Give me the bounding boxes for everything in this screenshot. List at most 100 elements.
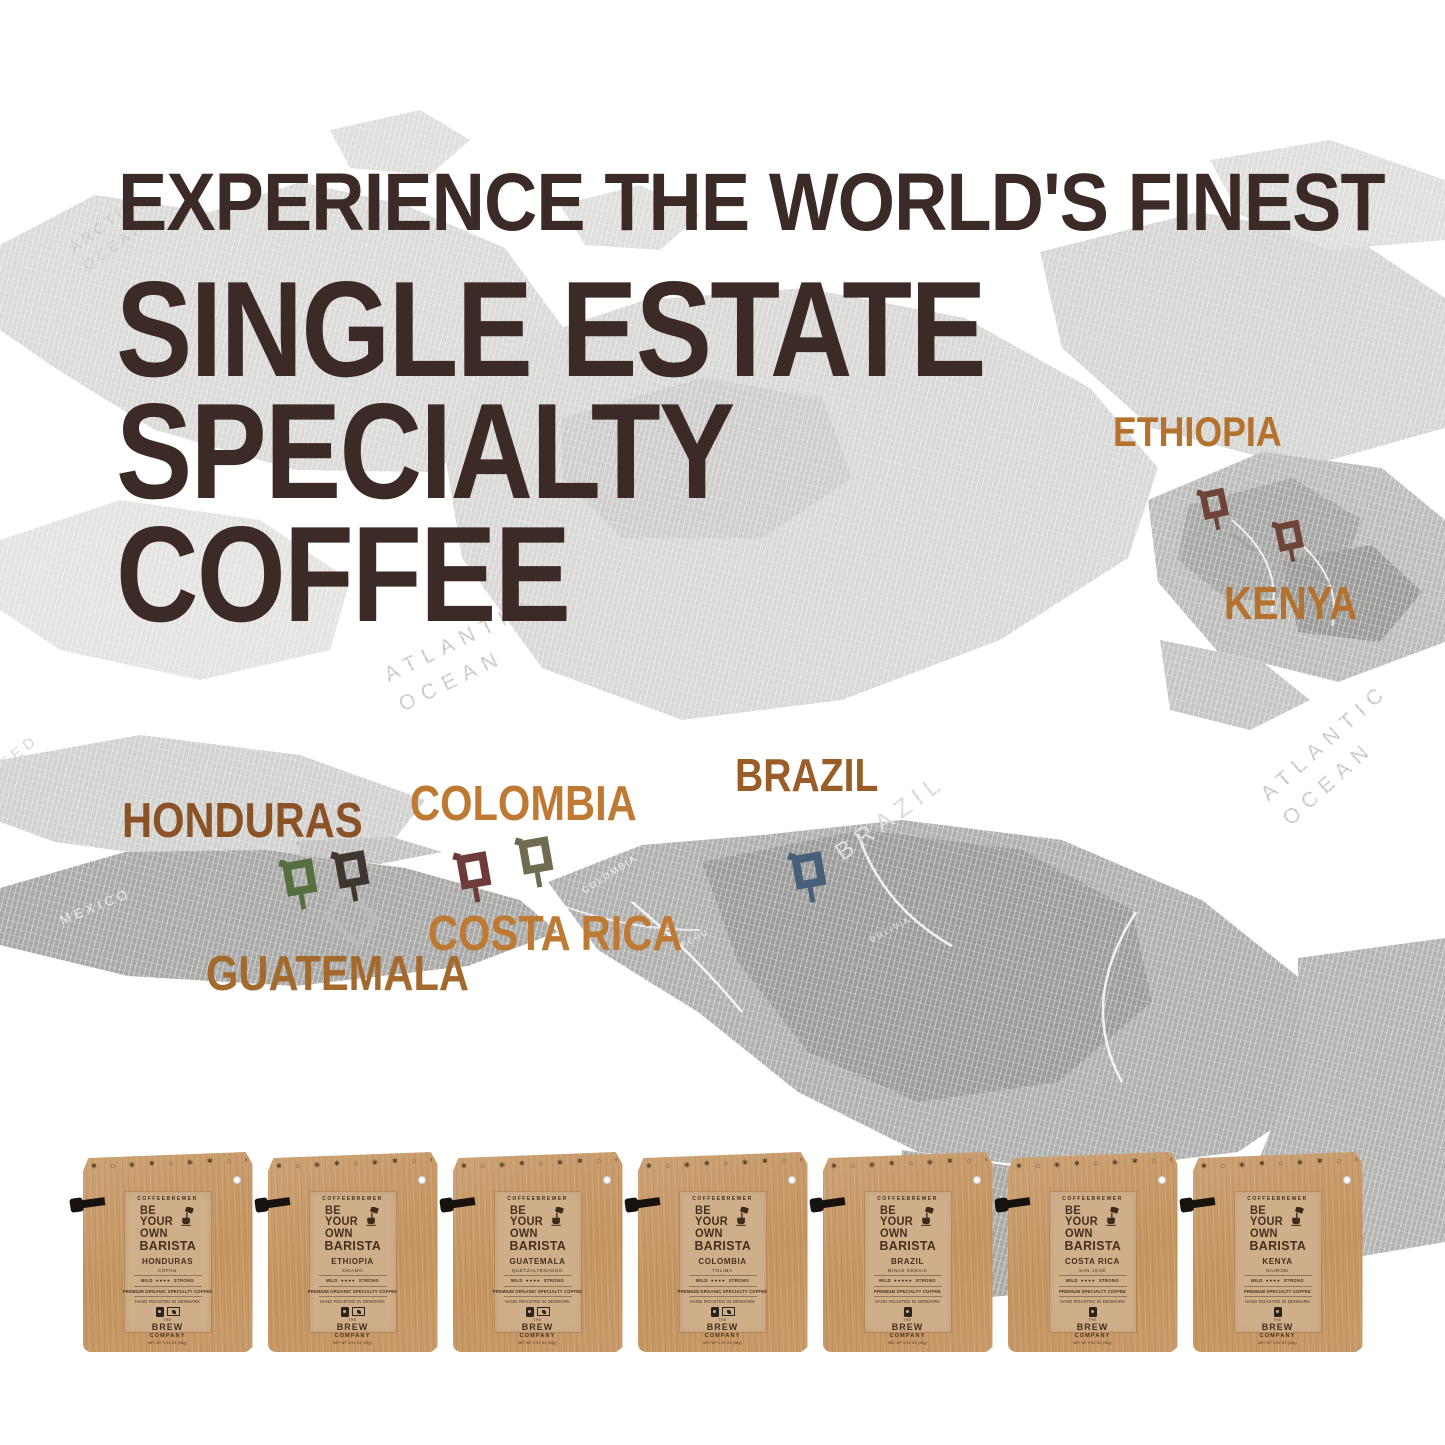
bag-hang-hole — [1342, 1176, 1351, 1184]
taste-mild-label: MILD — [695, 1278, 708, 1284]
brew-logo-the: THE — [903, 1318, 912, 1323]
tagline-own: OWN — [1249, 1225, 1278, 1240]
bag-top-icons: ✱ ⌂ ◉ ✱ ⌂ ◉ ✱ ⌂ ◉ ✱ ⌂ ◉ — [1015, 1156, 1172, 1171]
brew-logo-the: THE — [1273, 1318, 1282, 1323]
tagline-your: YOUR — [879, 1214, 913, 1229]
landmass-island — [560, 185, 700, 250]
taste-strong-label: STRONG — [915, 1278, 936, 1284]
brew-logo-company: COMPANY — [519, 1332, 556, 1339]
pin-stem — [1213, 517, 1221, 531]
organic-logo — [721, 1307, 735, 1317]
brew-logo-brew: BREW — [521, 1322, 554, 1333]
map-border-line — [1231, 519, 1275, 613]
taste-scale: MILD ●●●● STRONG — [141, 1278, 194, 1283]
taste-strong-label: STRONG — [358, 1278, 380, 1284]
landmass-kenya — [1282, 545, 1422, 642]
divider — [1058, 1296, 1127, 1298]
bag-region: COPÁN — [157, 1267, 177, 1273]
bag-label: COFFEEBREWER BE YOUR OWN BARISTA G — [492, 1192, 583, 1345]
brew-company-logo: THE BREW COMPANY — [704, 1318, 741, 1339]
taste-scale: MILD ●●●● STRONG — [511, 1278, 564, 1283]
net-weight: NET WT 0.92 OZ (26g) — [148, 1340, 187, 1345]
tagline-barista: BARISTA — [879, 1238, 936, 1254]
brew-logo-company: COMPANY — [889, 1332, 926, 1339]
brew-logo-brew: BREW — [1261, 1322, 1294, 1333]
pin-stem — [534, 872, 543, 888]
bag-region: TOLIMA — [712, 1267, 733, 1273]
bag-label: COFFEEBREWER BE YOUR OWN BARISTA C — [678, 1192, 767, 1345]
certification-logos — [1273, 1306, 1282, 1317]
fairtrade-logo — [525, 1306, 534, 1317]
coffee-bag: ✱ ⌂ ◉ ✱ ⌂ ◉ ✱ ⌂ ◉ ✱ ⌂ ◉ COFFEEBREWER BE … — [68, 1152, 253, 1352]
title-line-3: COFFEE — [116, 497, 571, 650]
net-weight: NET WT 0.92 OZ (26g) — [1073, 1340, 1112, 1345]
fairtrade-logo — [710, 1306, 719, 1317]
pin-stem — [350, 886, 359, 902]
tagline: BE YOUR OWN — [139, 1204, 196, 1240]
brew-company-logo: THE BREW COMPANY — [889, 1318, 926, 1339]
map-border-line — [1301, 544, 1335, 627]
landmass-asia — [1040, 212, 1445, 468]
bag-body: ✱ ⌂ ◉ ✱ ⌂ ◉ ✱ ⌂ ◉ ✱ ⌂ ◉ COFFEEBREWER BE … — [1007, 1152, 1178, 1352]
pour-coffee-icon — [551, 1207, 565, 1226]
taste-mild-label: MILD — [140, 1278, 153, 1284]
tagline-barista: BARISTA — [1064, 1238, 1121, 1254]
certification-logos — [525, 1306, 550, 1317]
taste-scale: MILD ●●●● STRONG — [696, 1278, 749, 1283]
tagline-own: OWN — [694, 1225, 723, 1240]
divider — [133, 1275, 202, 1277]
roast-line: HAND ROASTED IN DENMARK — [134, 1299, 201, 1305]
brew-company-logo: THE BREW COMPANY — [519, 1318, 556, 1339]
tagline-your: YOUR — [1249, 1214, 1283, 1229]
divider — [133, 1296, 202, 1298]
organic-logo — [351, 1307, 365, 1317]
title-line-2: SPECIALTY — [116, 375, 735, 528]
quality-line: PREMIUM ORGANIC SPECIALTY COFFEE — [492, 1288, 583, 1294]
divider — [1243, 1285, 1312, 1287]
country-label: COSTA RICA — [428, 907, 683, 961]
tagline-own: OWN — [509, 1225, 538, 1240]
pin-flag — [1199, 487, 1230, 521]
landmass-north-america — [0, 182, 565, 472]
brew-logo-the: THE — [718, 1318, 727, 1323]
quality-line: PREMIUM SPECIALTY COFFEE — [1244, 1288, 1311, 1294]
bag-hang-hole — [972, 1176, 981, 1184]
bag-country: COLOMBIA — [698, 1257, 747, 1267]
quality-line: PREMIUM ORGANIC SPECIALTY COFFEE — [122, 1288, 213, 1294]
net-weight: NET WT 0.92 OZ (26g) — [703, 1340, 742, 1345]
pour-coffee-icon — [366, 1207, 380, 1226]
brew-logo-brew: BREW — [151, 1322, 184, 1333]
taste-strong-label: STRONG — [1098, 1278, 1120, 1284]
coffeebrewer-wordmark: COFFEEBREWER — [322, 1196, 383, 1202]
bag-country: KENYA — [1262, 1257, 1293, 1267]
fairtrade-logo — [340, 1306, 349, 1317]
tagline-own: OWN — [324, 1225, 353, 1240]
certification-logos — [903, 1306, 912, 1317]
taste-mild-label: MILD — [1250, 1278, 1263, 1284]
brew-logo-company: COMPANY — [704, 1332, 741, 1339]
pour-coffee-icon — [1291, 1207, 1305, 1226]
bag-top-icons: ✱ ⌂ ◉ ✱ ⌂ ◉ ✱ ⌂ ◉ ✱ ⌂ ◉ — [90, 1156, 247, 1171]
country-label: COLOMBIA — [410, 777, 637, 831]
divider — [318, 1296, 387, 1298]
brew-company-logo: THE BREW COMPANY — [1259, 1318, 1295, 1339]
tagline: BE YOUR OWN — [879, 1204, 936, 1239]
divider — [503, 1275, 572, 1277]
tagline: BE YOUR OWN — [509, 1204, 566, 1240]
country-label: HONDURAS — [122, 794, 363, 848]
tagline-own: OWN — [139, 1225, 168, 1240]
certification-logos — [155, 1306, 180, 1317]
bag-body: ✱ ⌂ ◉ ✱ ⌂ ◉ ✱ ⌂ ◉ ✱ ⌂ ◉ COFFEEBREWER BE … — [1192, 1152, 1363, 1352]
map-border-line — [856, 833, 953, 948]
pin-flag — [791, 851, 827, 890]
taste-scale: MILD ●●●● STRONG — [326, 1278, 379, 1283]
map-border-line — [1101, 911, 1138, 1083]
pin-flag — [1274, 519, 1305, 553]
tagline-your: YOUR — [324, 1214, 358, 1229]
landmass-north-america-south — [0, 500, 350, 680]
tagline-be: BE — [1064, 1203, 1081, 1217]
bag-hang-hole — [232, 1176, 241, 1184]
tagline-be: BE — [694, 1203, 711, 1217]
roast-line: HAND ROASTED IN DENMARK — [874, 1299, 941, 1305]
